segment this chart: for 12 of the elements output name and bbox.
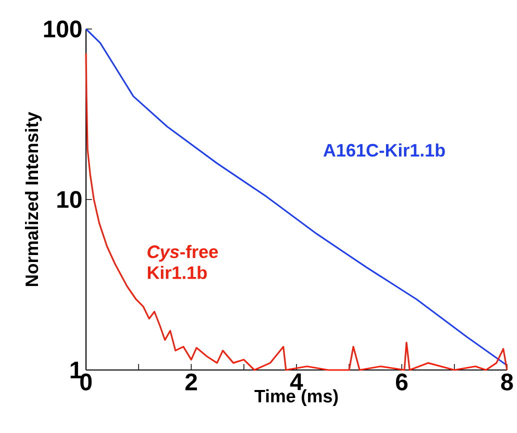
x-tick-label: 2 [185, 374, 197, 390]
text: A161C-Kir1.1b [323, 143, 445, 157]
series-label: Cys-free Kir1.1b [148, 244, 218, 280]
y-tick-label: 1 [70, 362, 82, 378]
x-tick-label: 6 [396, 374, 408, 390]
y-axis-title: Normalized Intensity [25, 112, 42, 286]
x-axis-title: Time (ms) [254, 389, 338, 406]
x-tick-label: 0 [80, 374, 92, 390]
x-tick-label: 8 [501, 374, 513, 390]
y-tick-label: 10 [57, 191, 82, 208]
y-tick-label: 100 [44, 20, 82, 38]
x-tick-label: 4 [290, 374, 304, 390]
